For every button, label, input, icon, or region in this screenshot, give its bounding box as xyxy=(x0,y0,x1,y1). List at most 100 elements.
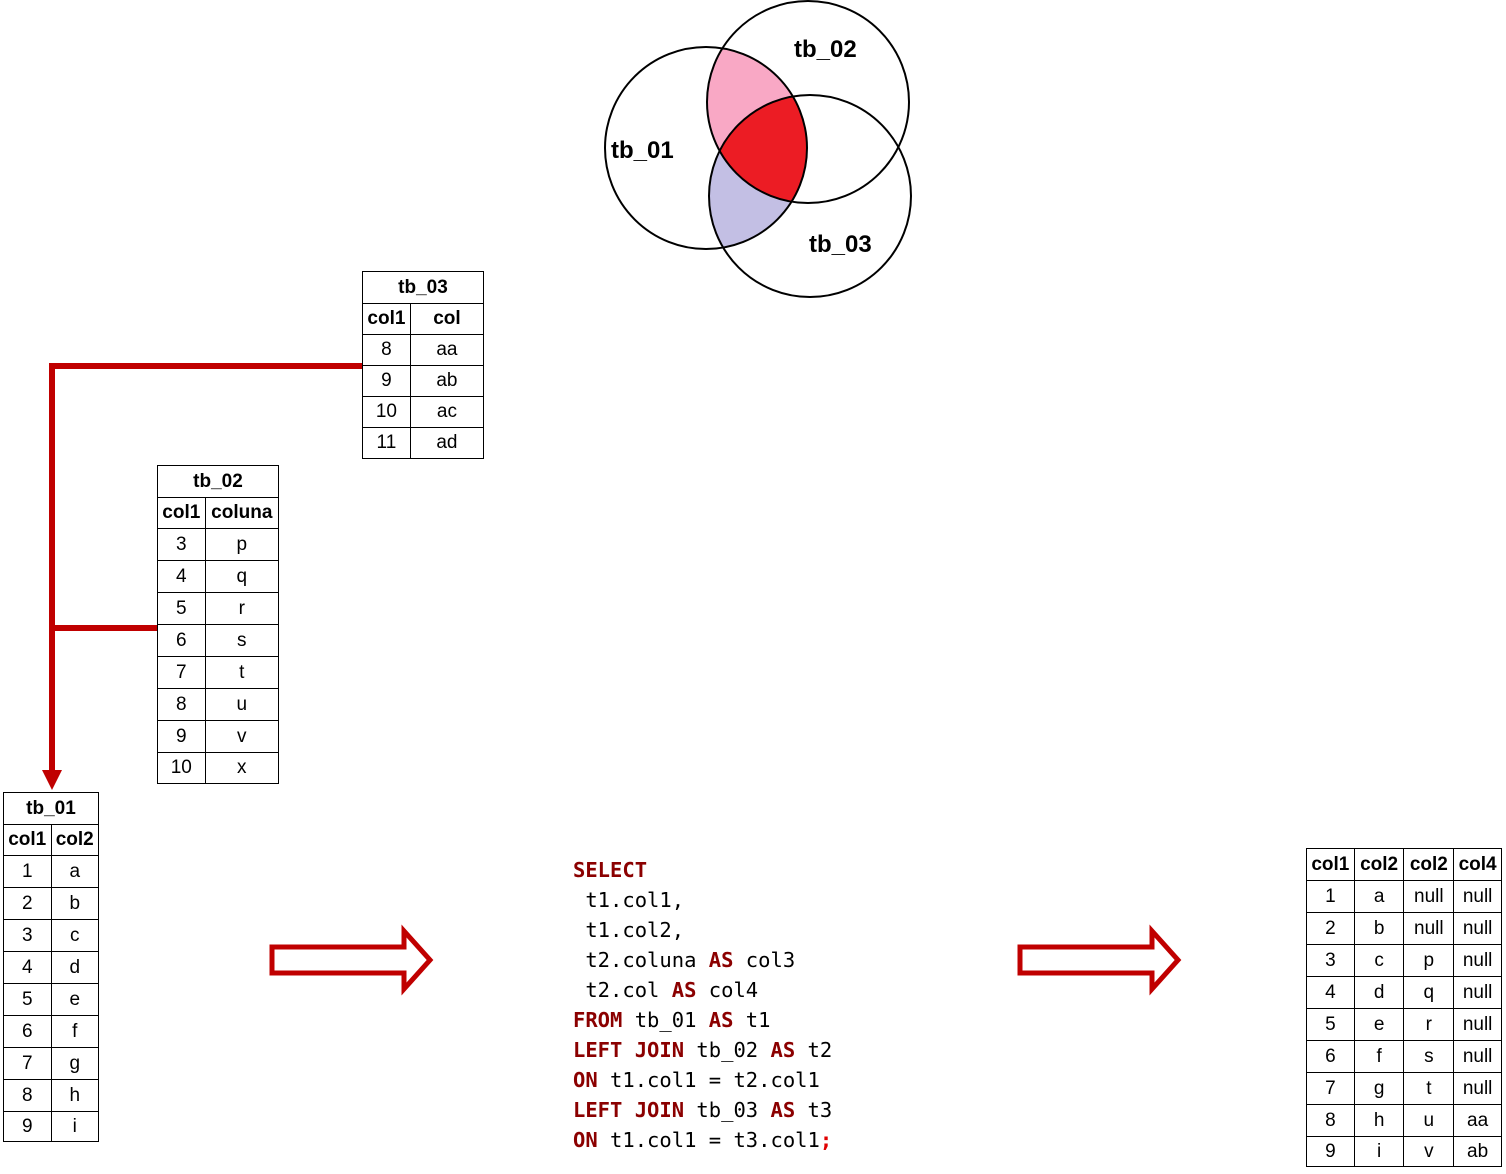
sql-text: t1 xyxy=(733,1008,771,1032)
table-cell: 9 xyxy=(362,365,411,397)
table-cell: null xyxy=(1453,1008,1502,1041)
sql-keyword: AS xyxy=(770,1038,796,1062)
table-cell: 9 xyxy=(1306,1136,1355,1167)
table-cell: t xyxy=(1403,1072,1455,1105)
venn-region-tb01-tb02 xyxy=(707,47,807,203)
column-header: col1 xyxy=(362,303,411,335)
table-row: 2 b null null xyxy=(1306,912,1502,945)
sql-text: t1.col1 = t2.col1 xyxy=(597,1068,820,1092)
table-cell: 4 xyxy=(157,560,206,593)
sql-terminator: ; xyxy=(819,1128,833,1152)
table-tb02: tb_02 col1 coluna 3 p 4 q 5 r 6 s 7 t 8 u 9 v 10 x xyxy=(157,465,280,784)
table-cell: 10 xyxy=(362,396,411,428)
sql-keyword: ON xyxy=(573,1068,598,1092)
table-cell: null xyxy=(1453,944,1502,977)
table-cell: b xyxy=(50,887,99,920)
table-row: 8 aa xyxy=(362,334,485,366)
table-title: tb_01 xyxy=(3,792,99,825)
table-cell: null xyxy=(1453,1040,1502,1073)
venn-circle-tb01 xyxy=(604,46,808,250)
table-cell: s xyxy=(1403,1040,1455,1073)
column-header: col1 xyxy=(3,824,52,856)
table-cell: 8 xyxy=(157,688,206,721)
column-header: coluna xyxy=(204,497,280,529)
sql-keyword: FROM xyxy=(573,1008,623,1032)
table-cell: t xyxy=(204,656,280,689)
table-cell: i xyxy=(1353,1136,1405,1167)
table-cell: 2 xyxy=(1306,912,1355,945)
sql-line: LEFT JOIN tb_02 AS t2 xyxy=(573,1038,832,1062)
sql-text: t2 xyxy=(795,1038,833,1062)
table-cell: a xyxy=(50,855,99,888)
column-header: col4 xyxy=(1453,848,1502,881)
arrowhead-down-icon xyxy=(42,770,62,790)
sql-text: tb_01 xyxy=(622,1008,709,1032)
table-cell: 4 xyxy=(1306,976,1355,1009)
table-cell: u xyxy=(204,688,280,721)
sql-line: t2.col AS col4 xyxy=(573,978,758,1002)
sql-line: t1.col1, xyxy=(573,888,684,912)
table-cell: 3 xyxy=(1306,944,1355,977)
sql-keyword: AS xyxy=(708,1008,734,1032)
table-cell: null xyxy=(1453,976,1502,1009)
table-row: 11 ad xyxy=(362,427,485,459)
sql-keyword: AS xyxy=(671,978,697,1002)
venn-label-tb01: tb_01 xyxy=(611,137,674,164)
table-cell: 8 xyxy=(362,334,411,366)
table-cell: 5 xyxy=(1306,1008,1355,1041)
table-row: 9 ab xyxy=(362,365,485,397)
table-cell: null xyxy=(1403,912,1455,945)
table-cell: 10 xyxy=(157,752,206,784)
sql-text: col4 xyxy=(696,978,759,1002)
table-cell: 7 xyxy=(157,656,206,689)
venn-region-tb01-tb03 xyxy=(709,95,807,249)
table-cell: 11 xyxy=(362,427,411,459)
sql-keyword: LEFT JOIN xyxy=(573,1038,685,1062)
table-cell: 9 xyxy=(157,720,206,753)
arrow-right-icon xyxy=(269,924,434,996)
table-cell: 5 xyxy=(157,592,206,625)
table-cell: 5 xyxy=(3,983,52,1016)
sql-line: FROM tb_01 AS t1 xyxy=(573,1008,771,1032)
table-cell: h xyxy=(1353,1104,1405,1137)
arrow-right-icon xyxy=(1017,924,1182,996)
table-cell: i xyxy=(50,1111,99,1142)
table-cell: q xyxy=(204,560,280,593)
sql-query: SELECT t1.col1, t1.col2, t2.coluna AS co… xyxy=(573,855,832,1155)
venn-circle-tb02 xyxy=(706,0,910,204)
table-cell: u xyxy=(1403,1104,1455,1137)
table-cell: x xyxy=(204,752,280,784)
column-header: col xyxy=(409,303,485,335)
column-header: col2 xyxy=(1353,848,1405,881)
table-cell: 1 xyxy=(1306,880,1355,913)
table-cell: e xyxy=(1353,1008,1405,1041)
table-cell: null xyxy=(1453,880,1502,913)
table-row: 10 x xyxy=(157,752,280,784)
sql-text: t1.col1, xyxy=(573,888,685,912)
column-header: col2 xyxy=(1403,848,1455,881)
table-cell: ac xyxy=(409,396,485,428)
sql-text: t2.coluna xyxy=(573,948,709,972)
sql-keyword: AS xyxy=(708,948,734,972)
table-result: col1 col2 col2 col4 1 a null null 2 b null null 3 c p… xyxy=(1306,848,1502,1167)
table-cell: null xyxy=(1453,912,1502,945)
table-cell: 3 xyxy=(157,528,206,561)
table-cell: null xyxy=(1403,880,1455,913)
sql-line: t2.coluna AS col3 xyxy=(573,948,795,972)
table-row: 1 a null null xyxy=(1306,880,1502,913)
table-cell: h xyxy=(50,1079,99,1112)
sql-keyword: AS xyxy=(770,1098,796,1122)
table-cell: q xyxy=(1403,976,1455,1009)
table-cell: null xyxy=(1453,1072,1502,1105)
sql-text: t3 xyxy=(795,1098,833,1122)
